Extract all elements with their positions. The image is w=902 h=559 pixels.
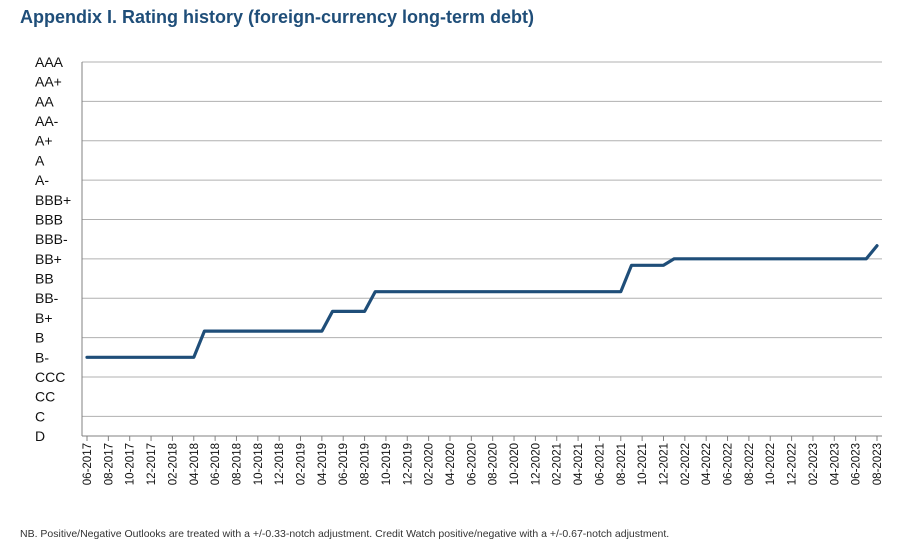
y-tick-label: CCC <box>35 369 65 385</box>
x-tick-label: 12-2021 <box>658 443 670 485</box>
x-tick-label: 04-2020 <box>445 443 457 485</box>
x-tick-label: 06-2017 <box>82 443 94 485</box>
x-tick-label: 06-2018 <box>210 443 222 485</box>
rating-point <box>672 257 676 261</box>
y-tick-label: A- <box>35 172 49 188</box>
x-tick-label: 04-2021 <box>573 443 585 485</box>
x-tick-label: 10-2022 <box>765 443 777 485</box>
footnote: NB. Positive/Negative Outlooks are treat… <box>20 528 670 540</box>
x-tick-label: 04-2022 <box>701 443 713 485</box>
x-tick-label: 06-2020 <box>466 443 478 485</box>
rating-series-line <box>85 244 879 359</box>
x-tick-label: 10-2020 <box>509 443 521 485</box>
x-tick-label: 02-2021 <box>552 443 564 485</box>
x-tick-label: 02-2022 <box>680 443 692 485</box>
y-tick-label: BBB+ <box>35 192 71 208</box>
y-tick-label: CC <box>35 389 55 405</box>
x-tick-label: 12-2020 <box>530 443 542 485</box>
y-tick-labels: AAAAA+AAAA-A+AA-BBB+BBBBBB-BB+BBBB-B+BB-… <box>35 54 71 444</box>
x-tick-label: 12-2022 <box>787 443 799 485</box>
x-tick-label: 08-2023 <box>872 443 884 485</box>
x-tick-label: 10-2018 <box>253 443 265 485</box>
y-tick-label: A <box>35 152 45 168</box>
x-tick-label: 10-2019 <box>381 443 393 485</box>
axes <box>81 62 882 441</box>
rating-point <box>662 264 665 267</box>
rating-point <box>85 356 89 359</box>
x-tick-label: 12-2019 <box>402 443 414 485</box>
x-tick-label: 02-2023 <box>808 443 820 485</box>
gridlines <box>82 61 882 417</box>
x-tick-label: 08-2017 <box>103 443 115 485</box>
x-tick-label: 06-2019 <box>338 443 350 485</box>
y-tick-label: AA+ <box>35 74 62 90</box>
x-tick-label: 08-2021 <box>616 443 628 485</box>
rating-point <box>865 257 868 261</box>
y-tick-label: BB- <box>35 290 59 306</box>
y-tick-label: D <box>35 428 45 444</box>
y-tick-label: B+ <box>35 310 53 326</box>
rating-point <box>374 290 377 293</box>
x-tick-label: 04-2019 <box>317 443 329 485</box>
x-tick-label: 02-2019 <box>296 443 308 485</box>
y-tick-label: C <box>35 408 45 424</box>
rating-point <box>619 290 622 293</box>
x-tick-label: 06-2022 <box>723 443 735 485</box>
y-tick-label: BBB- <box>35 231 68 247</box>
rating-point <box>630 264 633 267</box>
rating-point <box>875 244 879 247</box>
y-tick-label: B- <box>35 349 49 365</box>
x-tick-label: 04-2018 <box>189 443 201 485</box>
y-tick-label: BB+ <box>35 251 62 267</box>
x-tick-label: 12-2017 <box>146 443 158 485</box>
x-tick-label: 06-2023 <box>851 443 863 485</box>
y-tick-label: AAA <box>35 54 64 70</box>
x-tick-labels: 06-2017 08-2017 10-2017 12-2017 02-2018 04-20… <box>82 443 884 485</box>
y-tick-label: B <box>35 330 44 346</box>
x-tick-label: 08-2022 <box>744 443 756 485</box>
x-tick-label: 10-2017 <box>125 443 137 485</box>
x-tick-label: 12-2018 <box>274 443 286 485</box>
y-tick-label: BB <box>35 271 54 287</box>
y-tick-label: AA <box>35 93 54 109</box>
x-tick-label: 06-2021 <box>594 443 606 485</box>
y-tick-label: BBB <box>35 211 63 227</box>
rating-point <box>331 310 334 313</box>
rating-point <box>203 329 206 333</box>
x-tick-label: 04-2023 <box>829 443 841 485</box>
series-layer <box>85 244 879 359</box>
rating-point <box>363 310 366 313</box>
x-tick-label: 02-2018 <box>167 443 179 485</box>
y-tick-label: A+ <box>35 133 53 149</box>
rating-point <box>320 329 324 333</box>
chart-title: Appendix I. Rating history (foreign-curr… <box>20 7 535 27</box>
x-tick-label: 10-2021 <box>637 443 649 485</box>
x-tick-label: 08-2018 <box>231 443 243 485</box>
x-tick-label: 02-2020 <box>424 443 436 485</box>
rating-point <box>192 356 195 359</box>
x-tick-label: 08-2019 <box>360 443 372 485</box>
x-tick-label: 08-2020 <box>488 443 500 485</box>
y-tick-label: AA- <box>35 113 59 129</box>
